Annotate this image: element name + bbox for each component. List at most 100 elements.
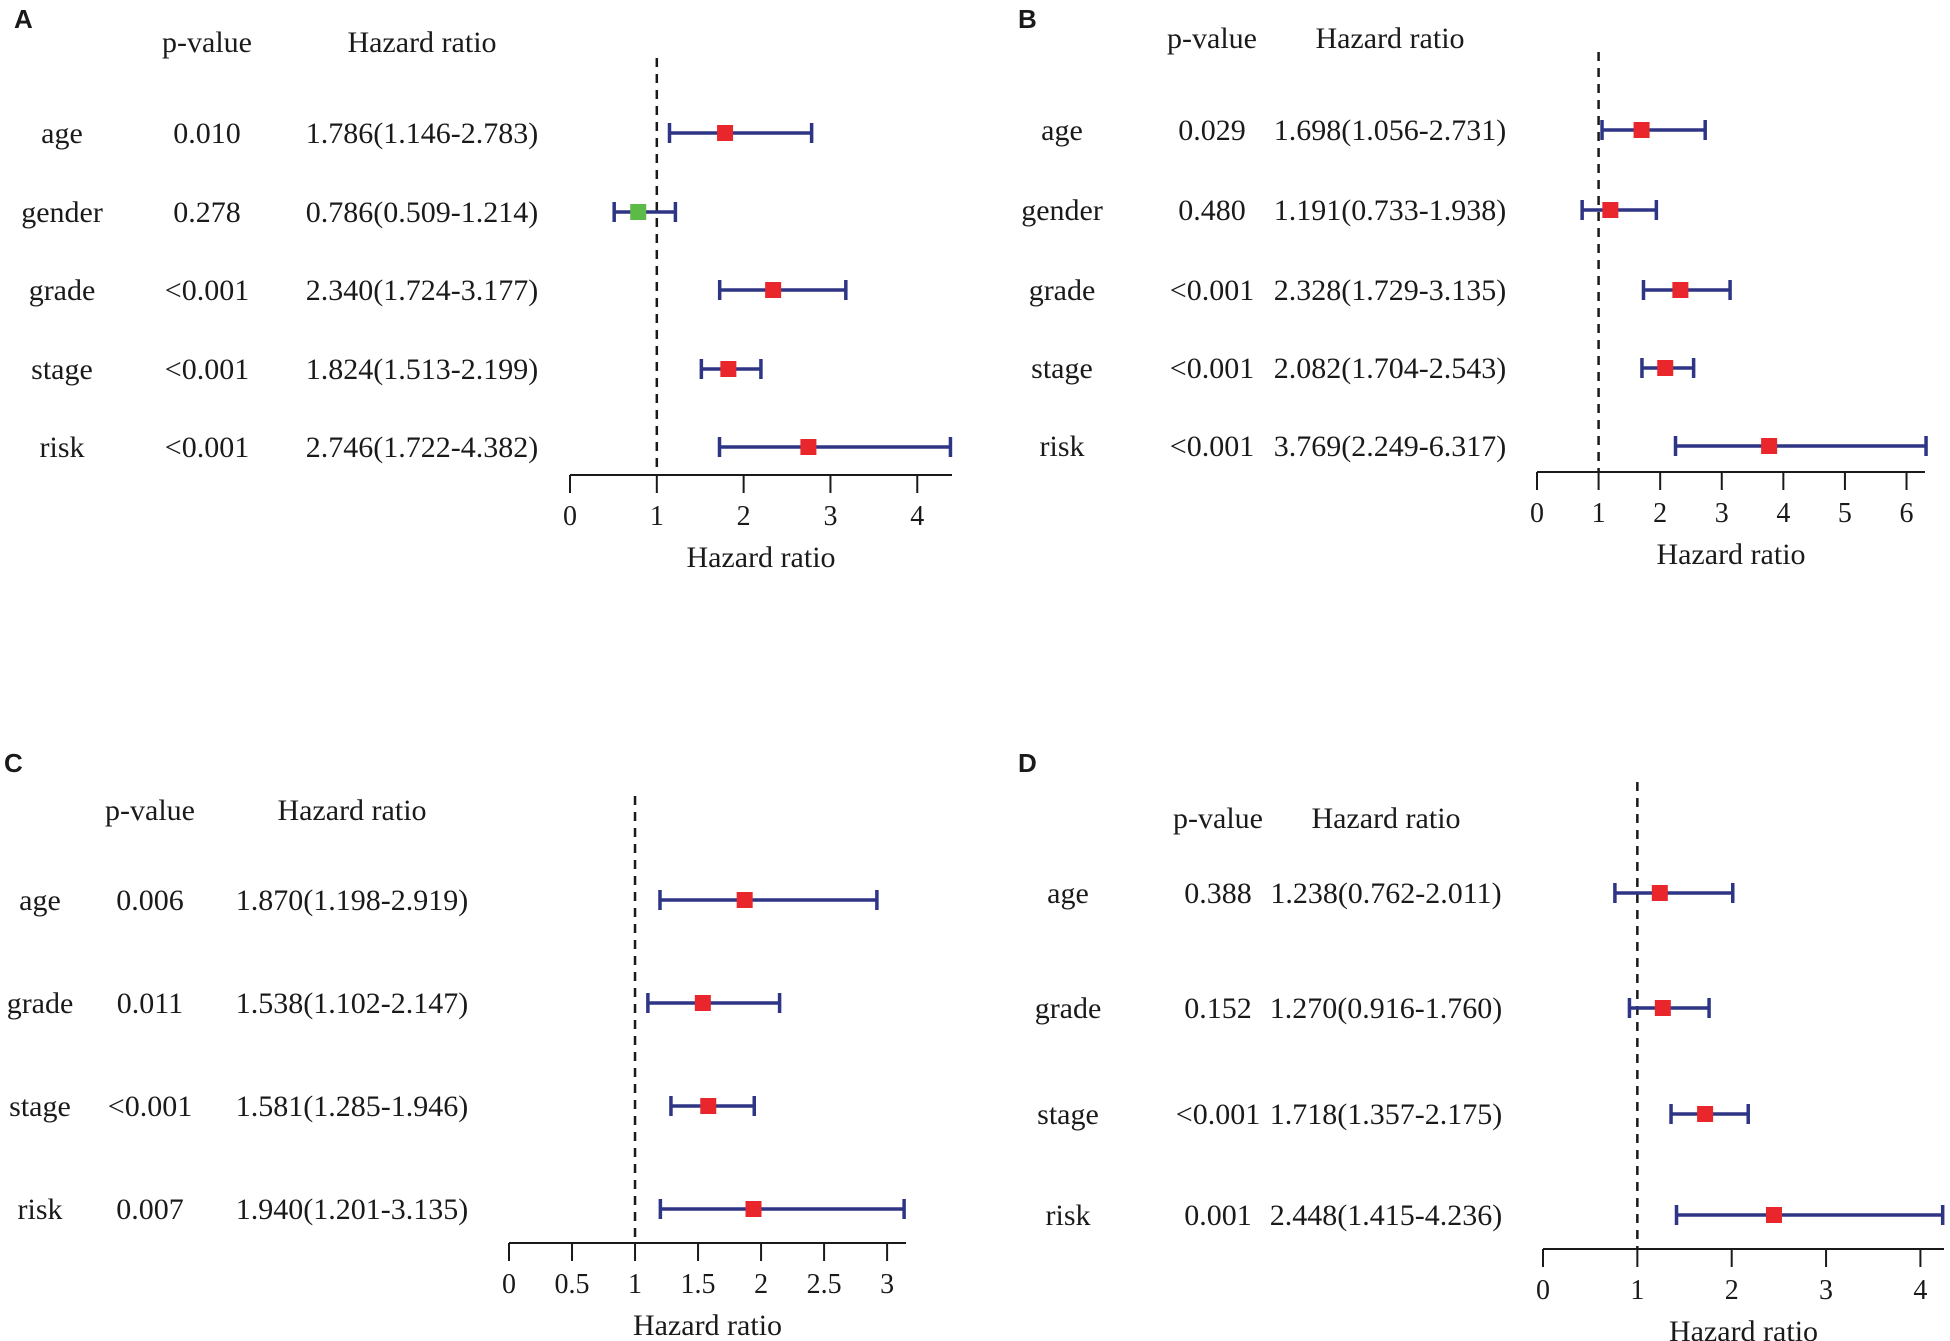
row-hazard-ratio-text: 1.718(1.357-2.175)	[1270, 1098, 1502, 1131]
row-label: risk	[1046, 1199, 1091, 1232]
hazard-ratio-point	[700, 1098, 717, 1114]
header-hazard-ratio: Hazard ratio	[347, 26, 496, 59]
x-axis-title: Hazard ratio	[686, 541, 835, 574]
row-p-value: <0.001	[1170, 430, 1254, 463]
row-p-value: 0.029	[1178, 114, 1246, 147]
row-hazard-ratio-text: 1.538(1.102-2.147)	[236, 987, 468, 1020]
row-hazard-ratio-text: 1.786(1.146-2.783)	[306, 117, 538, 150]
x-tick-label: 5	[1838, 498, 1852, 529]
row-p-value: <0.001	[165, 274, 249, 307]
x-tick-label: 4	[1913, 1275, 1927, 1306]
row-p-value: <0.001	[1176, 1098, 1260, 1131]
hazard-ratio-point	[765, 282, 782, 298]
row-label: gender	[21, 196, 103, 229]
header-hazard-ratio: Hazard ratio	[277, 794, 426, 827]
x-tick-label: 1	[628, 1269, 642, 1300]
row-label: grade	[7, 987, 74, 1020]
x-tick-label: 3	[1715, 498, 1729, 529]
hazard-ratio-point	[1657, 360, 1674, 376]
hazard-ratio-point	[630, 204, 647, 220]
row-hazard-ratio-text: 3.769(2.249-6.317)	[1274, 430, 1506, 463]
row-hazard-ratio-text: 1.581(1.285-1.946)	[236, 1090, 468, 1123]
hazard-ratio-point	[1765, 1207, 1782, 1223]
row-label: grade	[1029, 274, 1096, 307]
row-hazard-ratio-text: 1.238(0.762-2.011)	[1270, 877, 1501, 910]
row-hazard-ratio-text: 0.786(0.509-1.214)	[306, 196, 538, 229]
hazard-ratio-point	[1672, 282, 1689, 298]
row-p-value: 0.006	[116, 884, 184, 917]
header-hazard-ratio: Hazard ratio	[1311, 802, 1460, 835]
x-tick-label: 3	[880, 1269, 894, 1300]
hazard-ratio-point	[745, 1201, 762, 1217]
hazard-ratio-point	[1761, 438, 1778, 454]
row-p-value: <0.001	[165, 431, 249, 464]
header-p-value: p-value	[1167, 22, 1257, 55]
row-label: stage	[31, 353, 93, 386]
row-hazard-ratio-text: 1.870(1.198-2.919)	[236, 884, 468, 917]
x-tick-label: 0	[502, 1269, 516, 1300]
panel-a: Ap-value Hazard ratio 0 1 2 3 4 Hazard ratio age…	[14, 4, 953, 574]
row-p-value: <0.001	[1170, 352, 1254, 385]
row-hazard-ratio-text: 2.328(1.729-3.135)	[1274, 274, 1506, 307]
row-hazard-ratio-text: 2.448(1.415-4.236)	[1270, 1199, 1502, 1232]
row-p-value: 0.388	[1184, 877, 1252, 910]
panel-b: Bp-value Hazard ratio 0 1 2 3 4 5 6 Hazard ratio a…	[1018, 4, 1928, 571]
row-hazard-ratio-text: 1.940(1.201-3.135)	[236, 1193, 468, 1226]
row-p-value: 0.001	[1184, 1199, 1252, 1232]
panel-label: A	[14, 4, 33, 34]
row-label: risk	[18, 1193, 63, 1226]
x-axis-title: Hazard ratio	[1669, 1315, 1818, 1341]
row-p-value: 0.011	[117, 987, 183, 1020]
row-p-value: <0.001	[108, 1090, 192, 1123]
panel-label: B	[1018, 4, 1037, 34]
hazard-ratio-point	[800, 439, 817, 455]
row-p-value: <0.001	[165, 353, 249, 386]
hazard-ratio-point	[720, 361, 737, 377]
row-hazard-ratio-text: 1.824(1.513-2.199)	[306, 353, 538, 386]
row-p-value: <0.001	[1170, 274, 1254, 307]
header-p-value: p-value	[162, 26, 252, 59]
x-tick-label: 4	[910, 501, 924, 532]
row-p-value: 0.007	[116, 1193, 184, 1226]
x-tick-label: 2	[754, 1269, 768, 1300]
x-tick-label: 1	[1630, 1275, 1644, 1306]
row-p-value: 0.152	[1184, 992, 1252, 1025]
hazard-ratio-point	[1633, 122, 1650, 138]
panel-label: C	[4, 748, 23, 778]
panel-d: Dp-value Hazard ratio 0 1 2 3 4 Hazard ratio age…	[1018, 748, 1945, 1341]
row-label: risk	[40, 431, 85, 464]
row-label: age	[1047, 877, 1089, 910]
x-tick-label: 0.5	[555, 1269, 590, 1300]
row-p-value: 0.480	[1178, 194, 1246, 227]
x-axis-title: Hazard ratio	[1656, 538, 1805, 571]
x-tick-label: 0	[563, 501, 577, 532]
header-p-value: p-value	[105, 794, 195, 827]
row-label: risk	[1040, 430, 1085, 463]
row-label: grade	[1035, 992, 1102, 1025]
header-p-value: p-value	[1173, 802, 1263, 835]
x-tick-label: 4	[1776, 498, 1790, 529]
row-label: age	[1041, 114, 1083, 147]
x-tick-label: 0	[1530, 498, 1544, 529]
x-tick-label: 2	[1653, 498, 1667, 529]
x-tick-label: 2	[737, 501, 751, 532]
hazard-ratio-point	[1697, 1106, 1714, 1122]
row-label: age	[41, 117, 83, 150]
hazard-ratio-point	[1654, 1000, 1671, 1016]
row-p-value: 0.010	[173, 117, 241, 150]
x-tick-label: 1	[1592, 498, 1606, 529]
hazard-ratio-point	[1651, 885, 1668, 901]
hazard-ratio-point	[694, 995, 711, 1011]
row-label: gender	[1021, 194, 1103, 227]
row-label: stage	[9, 1090, 71, 1123]
row-hazard-ratio-text: 1.698(1.056-2.731)	[1274, 114, 1506, 147]
panel-label: D	[1018, 748, 1037, 778]
hazard-ratio-point	[717, 125, 734, 141]
x-tick-label: 3	[1819, 1275, 1833, 1306]
x-axis-title: Hazard ratio	[633, 1309, 782, 1341]
row-hazard-ratio-text: 2.340(1.724-3.177)	[306, 274, 538, 307]
x-tick-label: 2	[1725, 1275, 1739, 1306]
x-tick-label: 2.5	[807, 1269, 842, 1300]
hazard-ratio-point	[736, 892, 753, 908]
